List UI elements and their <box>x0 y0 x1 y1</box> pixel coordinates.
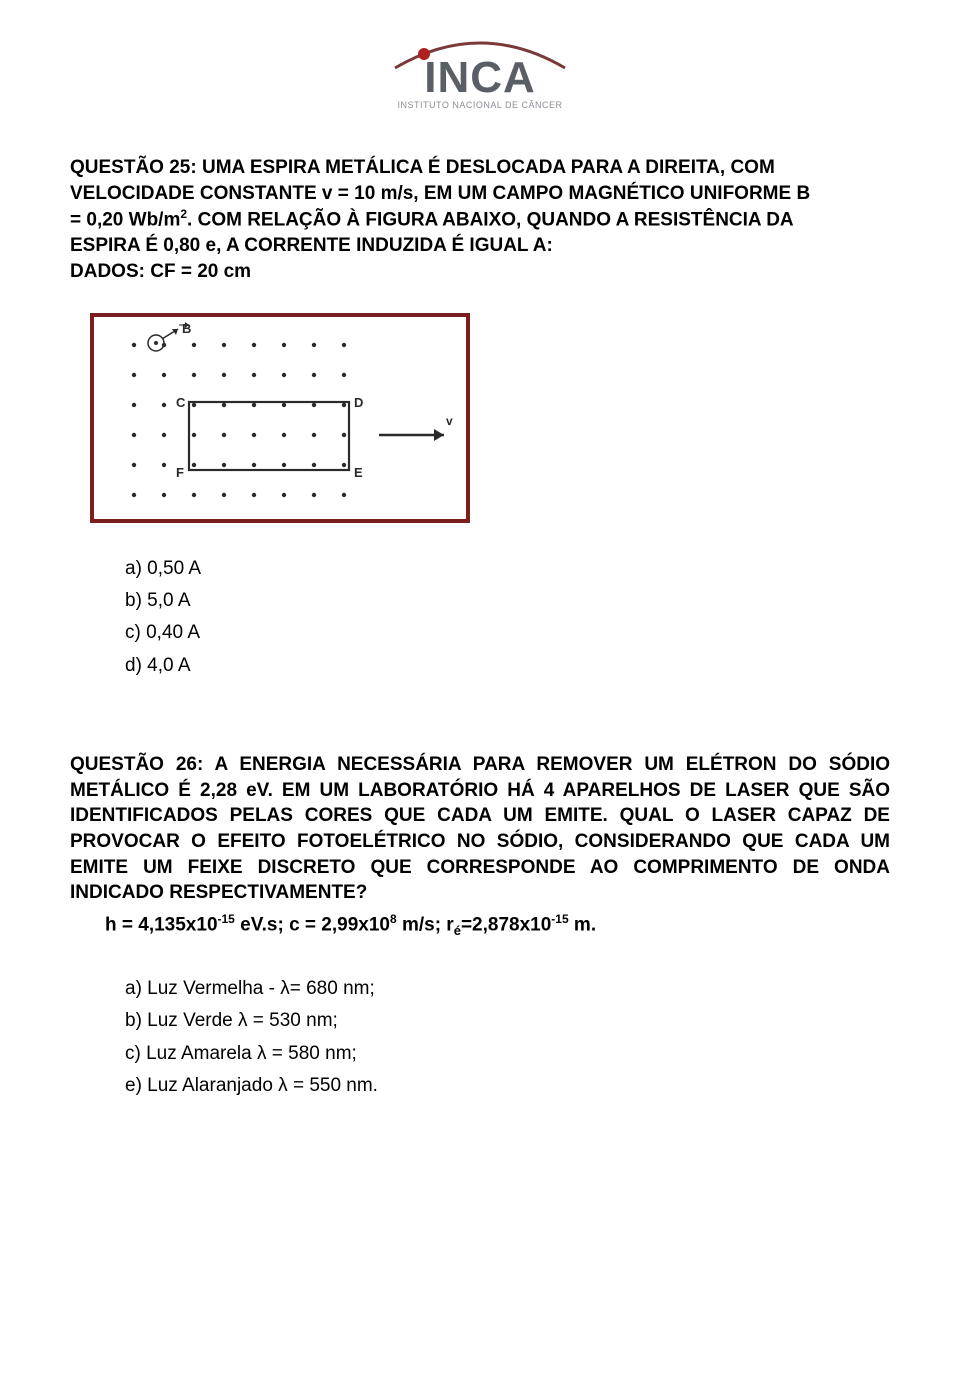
svg-text:B: B <box>182 321 191 336</box>
q26-option-b: b) Luz Verde λ = 530 nm; <box>125 1005 890 1037</box>
svg-text:D: D <box>354 395 363 410</box>
question-26-block: QUESTÃO 26: A ENERGIA NECESSÁRIA PARA RE… <box>70 752 890 1102</box>
question-25-block: QUESTÃO 25: UMA ESPIRA METÁLICA É DESLOC… <box>70 155 890 682</box>
q26-exp2: 8 <box>390 912 397 926</box>
q25-line2a: VELOCIDADE CONSTANTE v = 10 m/s, EM UM C… <box>70 183 810 204</box>
inca-logo: INCA INSTITUTO NACIONAL DE CÂNCER <box>370 30 590 115</box>
q26-const-e: m. <box>569 914 596 935</box>
q25-option-b: b) 5,0 A <box>125 585 890 617</box>
svg-text:v: v <box>446 414 453 428</box>
q26-constants: h = 4,135x10-15 eV.s; c = 2,99x108 m/s; … <box>105 912 890 938</box>
svg-text:F: F <box>176 465 184 480</box>
q25-line3: ESPIRA É 0,80 e, A CORRENTE INDUZIDA É I… <box>70 235 553 256</box>
logo-container: INCA INSTITUTO NACIONAL DE CÂNCER <box>70 30 890 115</box>
q26-const-a: h = 4,135x10 <box>105 914 218 935</box>
q26-const-c: m/s; r <box>397 914 454 935</box>
q25-dados: DADOS: CF = 20 cm <box>70 261 890 283</box>
q25-line2b: = 0,20 Wb/m <box>70 210 180 231</box>
q26-exp1: -15 <box>218 912 235 926</box>
q26-exp3: -15 <box>551 912 568 926</box>
svg-text:INSTITUTO NACIONAL DE CÂNCER: INSTITUTO NACIONAL DE CÂNCER <box>397 100 562 110</box>
q25-title: QUESTÃO 25: UMA ESPIRA METÁLICA É DESLOC… <box>70 155 890 259</box>
q26-option-e: e) Luz Alaranjado λ = 550 nm. <box>125 1070 890 1102</box>
q26-option-c: c) Luz Amarela λ = 580 nm; <box>125 1038 890 1070</box>
svg-text:C: C <box>176 395 186 410</box>
q26-options: a) Luz Vermelha - λ= 680 nm; b) Luz Verd… <box>125 973 890 1102</box>
q25-line2c: . COM RELAÇÃO À FIGURA ABAIXO, QUANDO A … <box>187 210 794 231</box>
q26-sub-e: é <box>454 923 461 938</box>
q25-figure: B C D F E v <box>90 313 470 523</box>
q26-const-d: =2,878x10 <box>461 914 551 935</box>
q26-const-b: eV.s; c = 2,99x10 <box>235 914 390 935</box>
q25-option-a: a) 0,50 A <box>125 553 890 585</box>
svg-text:E: E <box>354 465 363 480</box>
q26-text: QUESTÃO 26: A ENERGIA NECESSÁRIA PARA RE… <box>70 752 890 906</box>
q25-option-d: d) 4,0 A <box>125 650 890 682</box>
q25-options: a) 0,50 A b) 5,0 A c) 0,40 A d) 4,0 A <box>125 553 890 682</box>
q25-option-c: c) 0,40 A <box>125 617 890 649</box>
q26-option-a: a) Luz Vermelha - λ= 680 nm; <box>125 973 890 1005</box>
svg-text:INCA: INCA <box>424 53 536 102</box>
q25-line1: QUESTÃO 25: UMA ESPIRA METÁLICA É DESLOC… <box>70 157 775 178</box>
